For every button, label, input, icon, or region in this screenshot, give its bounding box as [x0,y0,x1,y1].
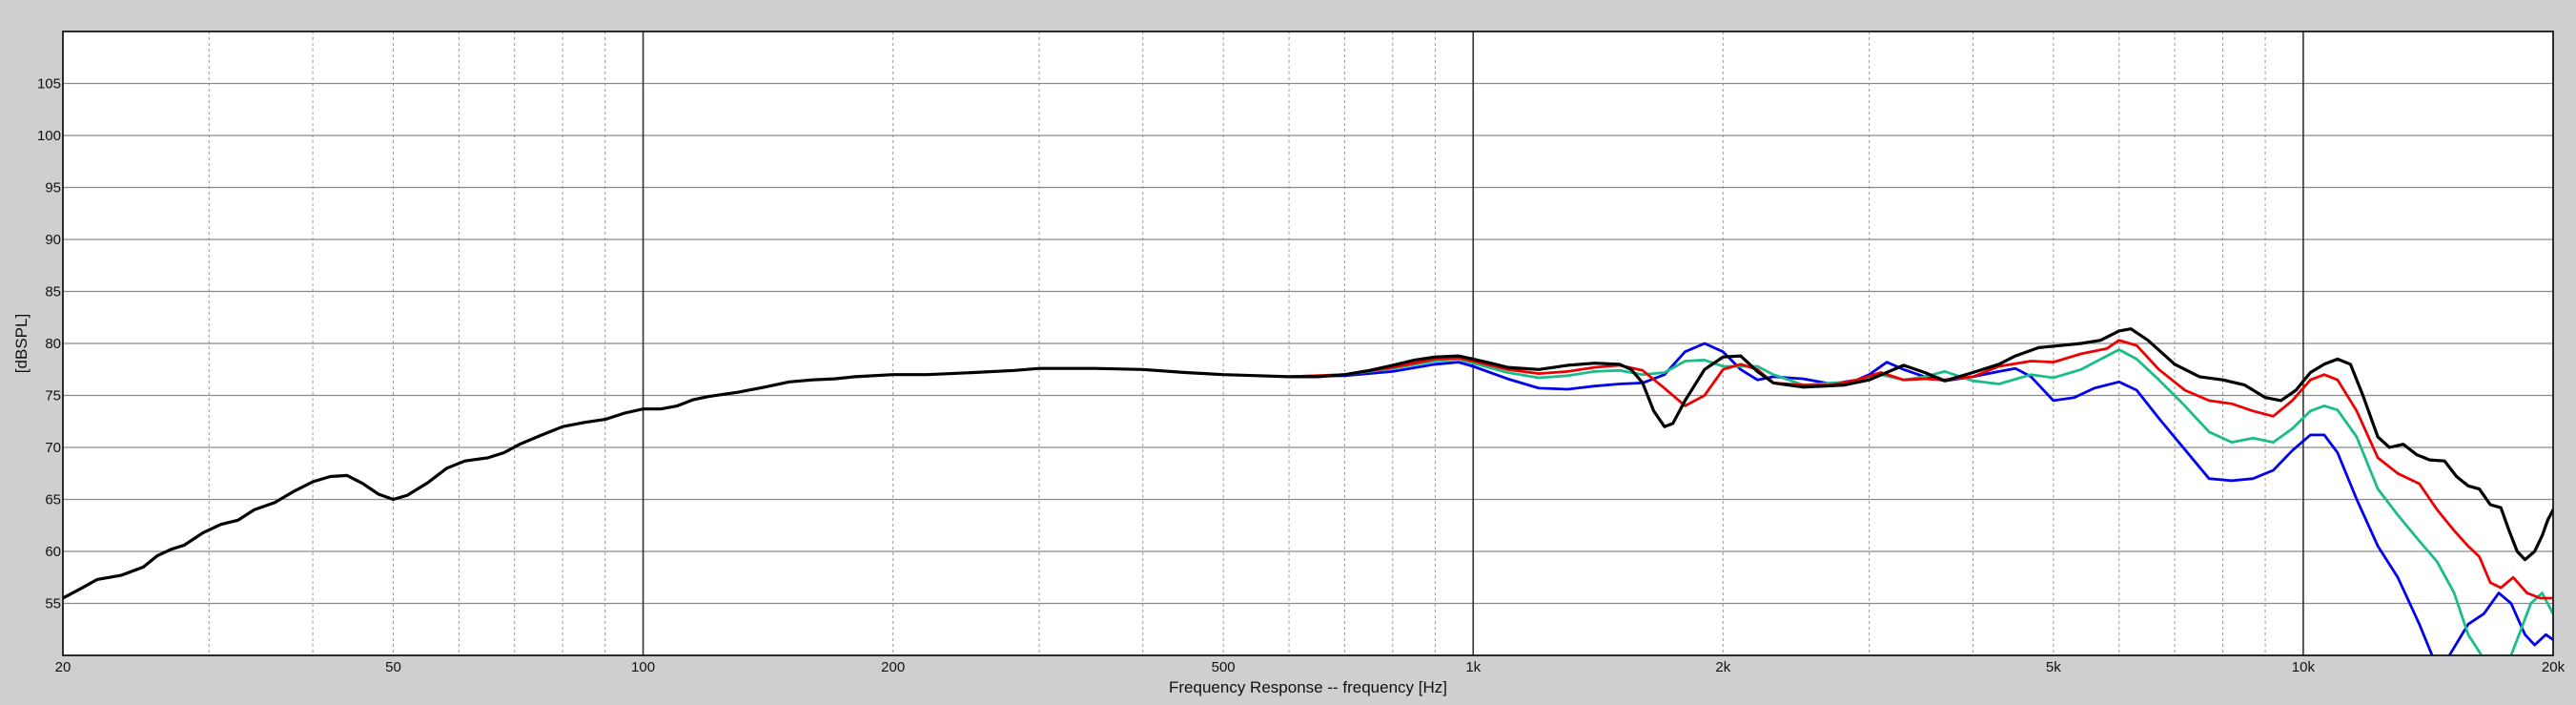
tick-labels: 20 50 100 200 500 1k 2k 5k 10k 20k 55 60 65 70 75 80 85 9… [37,76,2566,676]
x-tick-label: 10k [2292,659,2316,675]
x-tick-label: 5k [2046,659,2061,675]
series-line [1287,339,2553,600]
plot-frame [62,31,2554,656]
x-tick-label: 2k [1715,659,1730,675]
x-tick-label: 20k [2542,659,2566,675]
y-tick-label: 65 [45,492,61,508]
y-tick-label: 95 [45,180,61,197]
x-tick-label: 100 [631,659,655,675]
x-axis-label: Frequency Response -- frequency [Hz] [1169,678,1447,696]
y-tick-label: 85 [45,284,61,301]
x-tick-label: 1k [1465,659,1481,675]
y-tick-label: 90 [45,232,61,248]
series-line [1287,348,2553,655]
curves [63,327,2553,655]
major-grid [63,31,2553,655]
y-tick-label: 70 [45,440,61,456]
y-tick-label: 100 [37,128,61,144]
y-tick-label: 55 [45,596,61,612]
x-tick-label: 500 [1212,659,1236,675]
y-axis-label: [dBSPL] [12,314,31,373]
y-tick-label: 105 [37,76,61,93]
y-tick-label: 60 [45,544,61,560]
x-tick-label: 50 [385,659,401,675]
x-tick-label: 200 [881,659,905,675]
y-tick-label: 75 [45,388,61,404]
series-line [63,327,2553,600]
y-tick-label: 80 [45,336,61,352]
x-tick-label: 20 [55,659,72,675]
